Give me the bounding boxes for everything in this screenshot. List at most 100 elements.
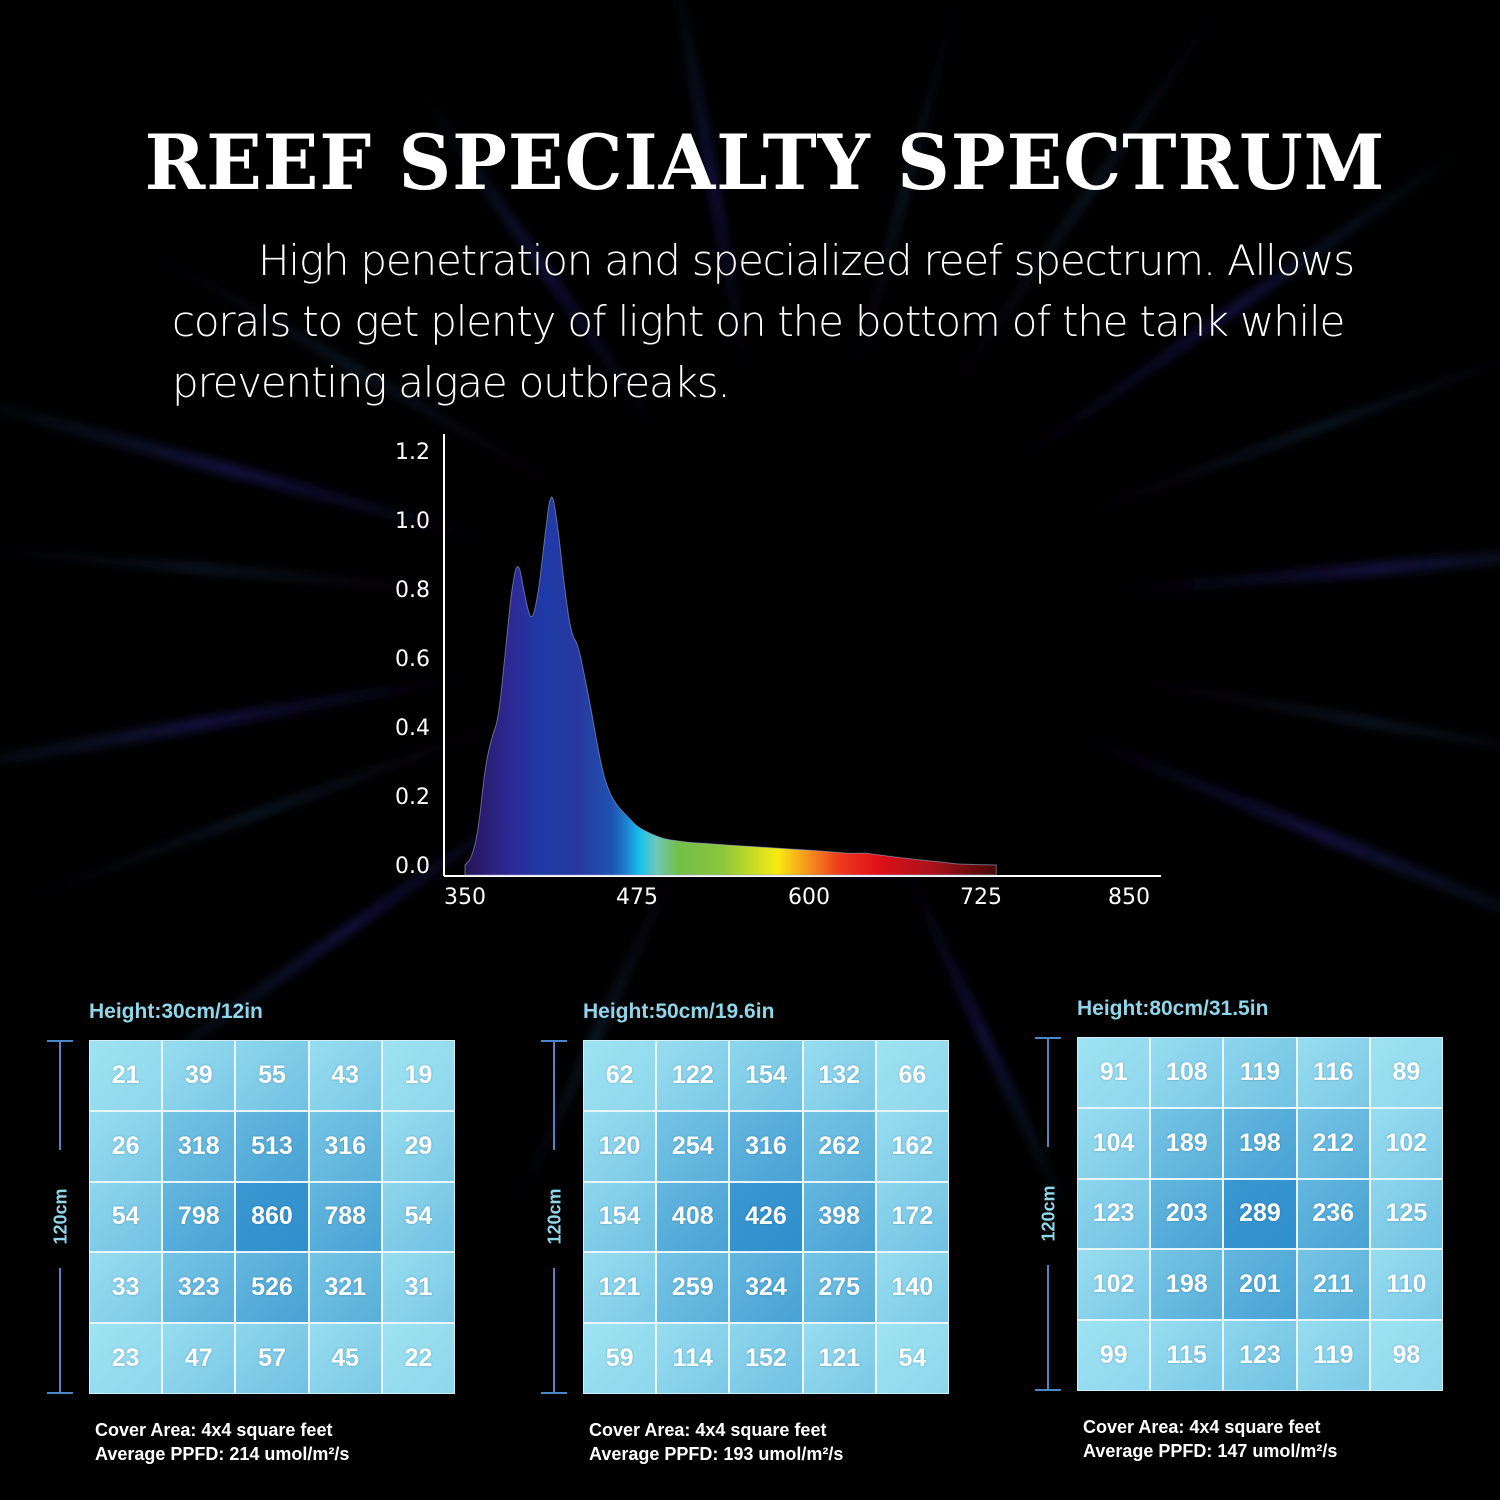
dimension-label: 120cm [1038,1185,1059,1242]
ppfd-cell: 254 [657,1111,729,1181]
ppfd-cell: 57 [236,1324,308,1393]
panel-footer: Cover Area: 4x4 square feet Average PPFD… [1083,1415,1337,1463]
ppfd-grid: 21 39 55 43 19 26 318 513 316 29 54 798 860 788 54 33 32… [89,1040,455,1394]
y-tick-label: 0.6 [395,647,430,672]
y-tick-label: 1.2 [395,440,430,465]
ppfd-cell: 119 [1224,1038,1296,1107]
ppfd-cell: 119 [1297,1321,1369,1390]
ppfd-cell: 29 [382,1111,454,1181]
ppfd-cell: 323 [163,1253,235,1323]
description-line-3: preventing algae outbreaks. [172,358,731,407]
ppfd-cell: 19 [382,1041,454,1110]
panel-height-title: Height:80cm/31.5in [1077,997,1269,1020]
average-ppfd-text: Average PPFD: 147 umol/m²/s [1083,1441,1338,1461]
ppfd-cell: 212 [1297,1108,1369,1178]
description-text: High penetration and specialized reef sp… [172,230,1372,413]
ppfd-cell: 102 [1370,1108,1442,1178]
panel-height-title: Height:30cm/12in [89,1000,263,1023]
ppfd-cell: 788 [309,1182,381,1252]
ppfd-cell: 132 [803,1041,875,1110]
ppfd-cell: 102 [1078,1250,1150,1320]
ppfd-cell: 59 [584,1324,656,1393]
ppfd-cell: 172 [876,1182,948,1252]
ppfd-cell: 198 [1151,1250,1223,1320]
ppfd-panel-50cm: Height:50cm/19.6in 120cm 62 122 154 132 66 12… [539,1000,979,1480]
ppfd-cell: 89 [1370,1038,1442,1107]
ppfd-cell: 120 [584,1111,656,1181]
ppfd-cell: 408 [657,1182,729,1252]
ppfd-panel-80cm: Height:80cm/31.5in 120cm 91 108 119 116 89 10… [1033,997,1473,1477]
dimension-label: 120cm [50,1188,71,1245]
ppfd-grid: 62 122 154 132 66 120 254 316 262 162 154 408 426 398… [583,1040,949,1394]
ppfd-cell: 125 [1370,1179,1442,1249]
ppfd-cell: 66 [876,1041,948,1110]
ppfd-cell: 22 [382,1324,454,1393]
y-tick-label: 0.2 [395,785,430,810]
ppfd-cell: 154 [730,1041,802,1110]
ppfd-cell: 98 [1370,1321,1442,1390]
y-tick-label: 0.0 [395,854,430,879]
ppfd-cell: 99 [1078,1321,1150,1390]
ppfd-grid: 91 108 119 116 89 104 189 198 212 102 123 203 289 236… [1077,1037,1443,1391]
spectrum-area [464,496,997,876]
ppfd-cell: 140 [876,1253,948,1323]
dimension-indicator: 120cm [539,1040,569,1396]
ppfd-cell: 45 [309,1324,381,1393]
ppfd-cell: 26 [90,1111,162,1181]
ppfd-cell: 104 [1078,1108,1150,1178]
spectrum-chart: 1.2 1.0 0.8 0.6 0.4 0.2 0.0 350 475 600 … [395,434,1161,910]
dimension-label: 120cm [544,1188,565,1245]
x-tick-label: 850 [1108,885,1150,910]
ppfd-cell: 39 [163,1041,235,1110]
ppfd-cell: 33 [90,1253,162,1323]
ppfd-cell: 316 [309,1111,381,1181]
ppfd-cell: 54 [382,1182,454,1252]
average-ppfd-text: Average PPFD: 214 umol/m²/s [95,1444,350,1464]
dimension-indicator: 120cm [1033,1037,1063,1393]
ppfd-cell: 798 [163,1182,235,1252]
description-line-1: High penetration and specialized reef sp… [258,236,1355,285]
ppfd-cell: 324 [730,1253,802,1323]
ppfd-cell: 110 [1370,1250,1442,1320]
ppfd-cell: 318 [163,1111,235,1181]
ppfd-cell: 198 [1224,1108,1296,1178]
description-line-2: corals to get plenty of light on the bot… [172,297,1345,346]
ppfd-cell: 121 [803,1324,875,1393]
panel-footer: Cover Area: 4x4 square feet Average PPFD… [95,1418,349,1466]
ppfd-cell: 289 [1224,1179,1296,1249]
ppfd-cell: 62 [584,1041,656,1110]
cover-area-text: Cover Area: 4x4 square feet [1083,1417,1321,1437]
ppfd-cell: 123 [1078,1179,1150,1249]
ppfd-cell: 152 [730,1324,802,1393]
ppfd-cell: 321 [309,1253,381,1323]
ppfd-cell: 115 [1151,1321,1223,1390]
ppfd-cell: 259 [657,1253,729,1323]
ppfd-cell: 189 [1151,1108,1223,1178]
cover-area-text: Cover Area: 4x4 square feet [95,1420,333,1440]
ppfd-cell: 860 [236,1182,308,1252]
ppfd-cell: 526 [236,1253,308,1323]
ppfd-cell: 162 [876,1111,948,1181]
ppfd-cell: 316 [730,1111,802,1181]
y-tick-label: 1.0 [395,509,430,534]
ppfd-cell: 275 [803,1253,875,1323]
ppfd-cell: 426 [730,1182,802,1252]
x-tick-label: 475 [616,885,658,910]
ppfd-panel-30cm: Height:30cm/12in 120cm 21 39 55 43 19 26 318 51… [45,1000,485,1480]
ppfd-cell: 513 [236,1111,308,1181]
ppfd-cell: 47 [163,1324,235,1393]
ppfd-cell: 123 [1224,1321,1296,1390]
x-tick-label: 725 [960,885,1002,910]
ppfd-cell: 21 [90,1041,162,1110]
ppfd-cell: 122 [657,1041,729,1110]
ppfd-cell: 116 [1297,1038,1369,1107]
ppfd-cell: 43 [309,1041,381,1110]
ppfd-cell: 108 [1151,1038,1223,1107]
panel-height-title: Height:50cm/19.6in [583,1000,775,1023]
y-tick-label: 0.8 [395,578,430,603]
average-ppfd-text: Average PPFD: 193 umol/m²/s [589,1444,844,1464]
ppfd-cell: 23 [90,1324,162,1393]
ppfd-cell: 262 [803,1111,875,1181]
ppfd-cell: 114 [657,1324,729,1393]
